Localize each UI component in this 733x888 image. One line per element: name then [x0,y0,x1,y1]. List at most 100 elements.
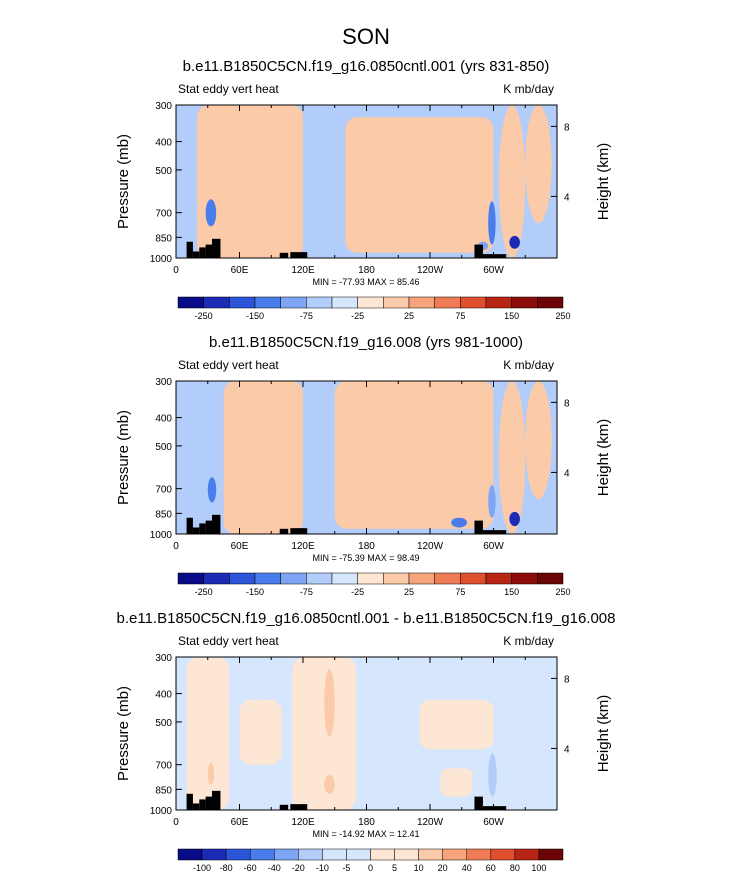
contour-blob [498,381,526,534]
figure-title: SON [342,24,390,49]
min-max-stats: MIN = -14.92 MAX = 12.41 [312,829,419,839]
colorbar-label: 25 [404,311,414,321]
height-tick-label: 8 [564,122,570,133]
terrain-mask [186,241,193,258]
terrain-mask [205,244,212,258]
units-label: K mb/day [503,634,554,648]
colorbar-box [280,296,307,309]
y-tick-label: 500 [155,166,172,177]
colorbar-label: -5 [342,863,350,873]
colorbar-box [274,848,299,861]
colorbar-label: 5 [392,863,397,873]
colorbar-box [514,848,540,861]
height-tick-label: 4 [564,192,570,203]
colorbar-box [306,296,333,309]
y-axis-title-right: Height (km) [595,419,612,497]
colorbar-label: 10 [414,863,424,873]
terrain-mask [482,806,507,810]
contour-region [223,381,303,534]
colorbar-label: 25 [404,587,414,597]
colorbar-label: -60 [244,863,257,873]
height-tick-label: 8 [564,674,570,685]
colorbar-box [280,572,307,585]
y-tick-label: 1000 [150,254,173,265]
terrain-mask [482,254,507,258]
terrain-mask [474,520,483,534]
panel-title: b.e11.B1850C5CN.f19_g16.0850cntl.001 - b… [117,610,616,627]
colorbar-box [442,848,467,861]
colorbar-box [418,848,443,861]
units-label: K mb/day [503,82,554,96]
contour-blob [205,199,217,227]
colorbar-label: -75 [300,587,313,597]
contour-region [197,105,303,258]
x-tick-label: 60W [483,265,504,276]
terrain-mask [205,520,212,534]
y-axis-title-right: Height (km) [595,143,612,221]
colorbar-box [254,572,281,585]
units-label: K mb/day [503,358,554,372]
y-tick-label: 500 [155,442,172,453]
y-tick-label: 400 [155,414,172,425]
x-tick-label: 60E [231,265,249,276]
y-axis-title: Pressure (mb) [115,410,132,505]
x-tick-label: 120E [291,817,315,828]
terrain-mask [192,803,200,810]
colorbar-box [177,296,204,309]
panel-1: b.e11.B1850C5CN.f19_g16.0850cntl.001 (yr… [115,58,612,321]
y-tick-label: 700 [155,485,172,496]
colorbar-label: 60 [486,863,496,873]
terrain-mask [192,251,200,258]
panel-3: b.e11.B1850C5CN.f19_g16.0850cntl.001 - b… [115,610,615,873]
x-tick-label: 120W [417,817,444,828]
contour-blob [207,762,215,785]
y-axis-title: Pressure (mb) [115,686,132,781]
colorbar-box [249,848,275,861]
contour-region [334,381,494,529]
y-tick-label: 300 [155,101,172,112]
terrain-mask [279,252,289,258]
terrain-mask [192,527,200,534]
terrain-mask [199,247,206,258]
variable-label: Stat eddy vert heat [178,634,279,648]
terrain-mask [279,528,289,534]
colorbar-label: -25 [351,311,364,321]
colorbar-box [370,848,395,861]
contour-blob [509,511,520,527]
contour-blob [451,517,468,528]
colorbar-label: 40 [462,863,472,873]
terrain-mask [199,523,206,534]
colorbar-box [485,296,512,309]
x-tick-label: 180 [358,541,375,552]
colorbar-label: -40 [268,863,281,873]
colorbar-label: -250 [195,587,213,597]
x-tick-label: 0 [173,541,179,552]
colorbar-box [466,848,492,861]
terrain-mask [279,804,289,810]
contour-blob [207,477,217,503]
x-tick-label: 0 [173,817,179,828]
variable-label: Stat eddy vert heat [178,358,279,372]
contour-region [186,657,229,810]
x-tick-label: 180 [358,817,375,828]
contour-blob [509,235,520,249]
colorbar-label: -10 [316,863,329,873]
contour-field [176,657,557,810]
contour-region [440,768,473,797]
y-tick-label: 700 [155,761,172,772]
height-tick-label: 4 [564,468,570,479]
colorbar-box [229,572,256,585]
y-axis-title-right: Height (km) [595,695,612,773]
field-background [176,657,557,810]
y-tick-label: 400 [155,690,172,701]
colorbar-label: 80 [510,863,520,873]
contour-region [239,699,282,765]
panel-title: b.e11.B1850C5CN.f19_g16.0850cntl.001 (yr… [183,58,550,75]
colorbar-box [408,572,435,585]
colorbar-box [177,848,203,861]
contour-region [419,699,494,750]
terrain-mask [186,517,193,534]
contour-field [176,105,557,258]
terrain-mask [199,799,206,810]
